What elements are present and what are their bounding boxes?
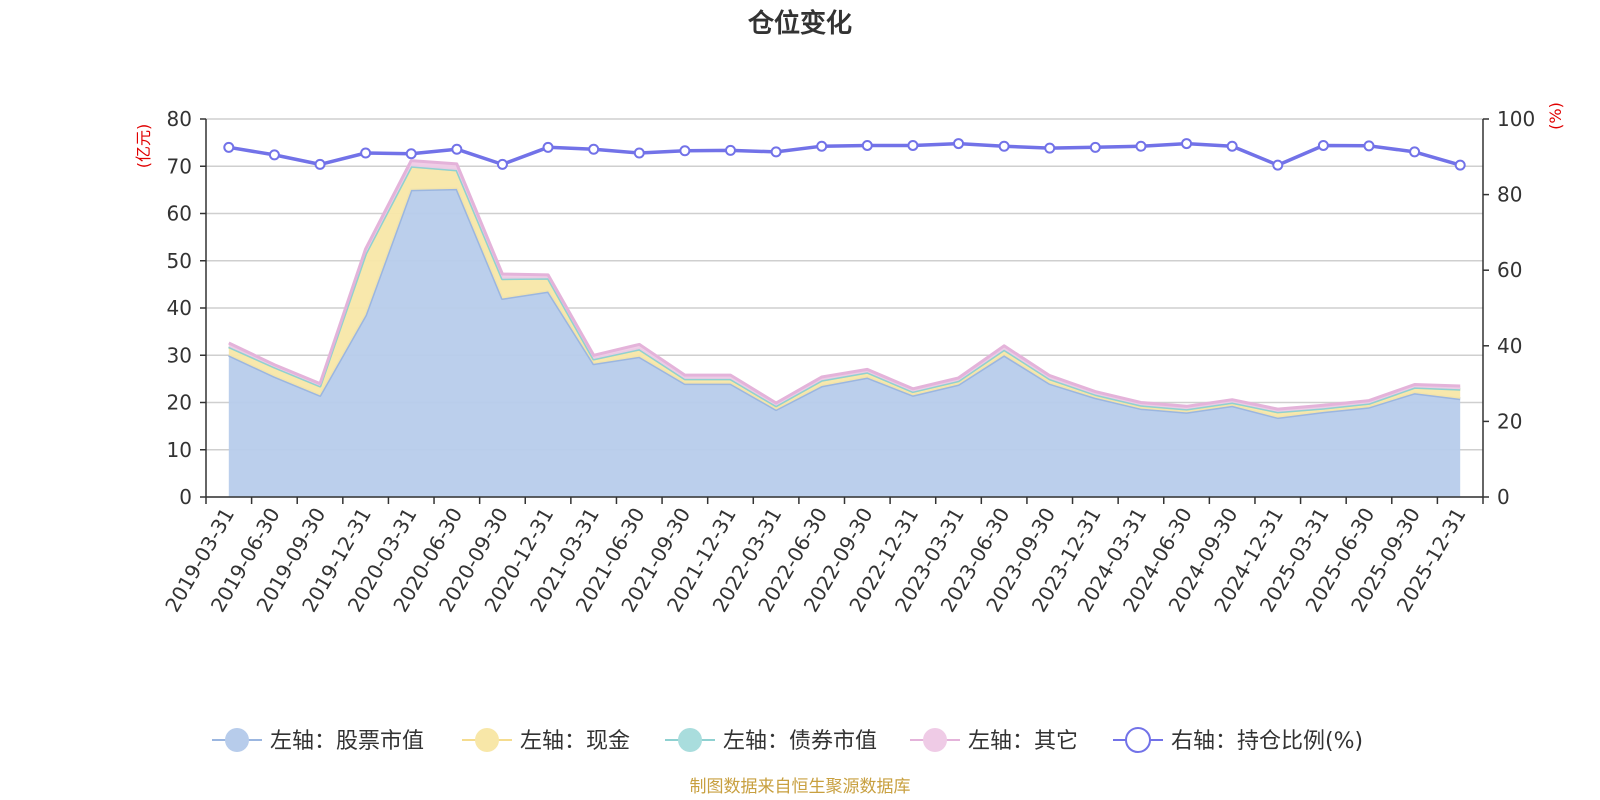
legend-item: 左轴：债券市值 — [665, 728, 877, 754]
ratio-point — [542, 141, 554, 153]
right-tick-label: 20 — [1497, 409, 1522, 433]
right-tick-label: 0 — [1497, 485, 1510, 509]
ratio-point — [861, 139, 873, 151]
ratio-point — [1409, 146, 1421, 158]
ratio-point — [405, 148, 417, 160]
ratio-point — [633, 147, 645, 159]
ratio-point — [1135, 140, 1147, 152]
ratio-point — [360, 147, 372, 159]
left-axis-unit: (亿元) — [134, 124, 153, 169]
left-tick-label: 30 — [167, 343, 192, 367]
ratio-point — [1363, 140, 1375, 152]
ratio-point — [496, 158, 508, 170]
legend-swatch-marker — [225, 728, 249, 752]
right-tick-label: 60 — [1497, 258, 1522, 282]
legend-label: 左轴：现金 — [520, 729, 630, 754]
left-tick-label: 70 — [167, 154, 192, 178]
legend-swatch-marker — [923, 728, 947, 752]
ratio-point — [679, 145, 691, 157]
ratio-point — [1317, 139, 1329, 151]
chart-title: 仓位变化 — [747, 8, 852, 39]
legend-swatch-marker — [678, 728, 702, 752]
right-axis-ticks: 0 20 40 60 80 100 — [1483, 107, 1535, 509]
ratio-point — [907, 139, 919, 151]
ratio-point — [588, 143, 600, 155]
ratio-point — [724, 144, 736, 156]
ratio-point — [1044, 142, 1056, 154]
legend-item: 右轴：持仓比例(%) — [1113, 727, 1363, 754]
legend-label: 左轴：股票市值 — [270, 729, 424, 754]
left-tick-label: 80 — [167, 107, 192, 131]
legend-item: 左轴：股票市值 — [212, 728, 424, 754]
data-source-note: 制图数据来自恒生聚源数据库 — [690, 777, 911, 797]
right-tick-label: 100 — [1497, 107, 1535, 131]
left-tick-label: 0 — [179, 485, 192, 509]
left-tick-label: 10 — [167, 438, 192, 462]
left-tick-label: 60 — [167, 202, 192, 226]
left-tick-label: 40 — [167, 296, 192, 320]
legend-swatch-marker — [1125, 727, 1151, 753]
legend: 左轴：股票市值 左轴：现金 左轴：债券市值 左轴：其它 右轴：持仓比例(%) — [212, 727, 1363, 754]
legend-label: 左轴：其它 — [968, 729, 1078, 754]
ratio-point — [268, 149, 280, 161]
legend-label: 右轴：持仓比例(%) — [1171, 729, 1363, 754]
right-tick-label: 80 — [1497, 183, 1522, 207]
ratio-point — [451, 143, 463, 155]
area-edge — [228, 159, 1461, 411]
holding-ratio-line — [223, 138, 1466, 171]
ratio-point — [223, 141, 235, 153]
legend-label: 左轴：债券市值 — [723, 729, 877, 754]
legend-item: 左轴：其它 — [910, 728, 1078, 754]
ratio-point — [953, 138, 965, 150]
left-axis-ticks: 0 10 20 30 40 50 60 70 80 — [167, 107, 206, 509]
legend-swatch-marker — [475, 728, 499, 752]
legend-item: 左轴：现金 — [462, 728, 630, 754]
right-tick-label: 40 — [1497, 334, 1522, 358]
right-axis-unit: (%) — [1546, 102, 1565, 130]
ratio-point — [770, 146, 782, 158]
ratio-point — [998, 140, 1010, 152]
ratio-point — [1454, 159, 1466, 171]
ratio-point — [816, 140, 828, 152]
ratio-point — [314, 158, 326, 170]
ratio-line-path — [228, 141, 1461, 167]
ratio-point — [1272, 159, 1284, 171]
ratio-point — [1089, 141, 1101, 153]
area-9bb6e0 — [228, 188, 1461, 497]
left-tick-label: 20 — [167, 391, 192, 415]
ratio-point — [1181, 138, 1193, 150]
x-axis-ticks: 2019-03-312019-06-302019-09-302019-12-31… — [160, 497, 1484, 616]
stacked-areas — [228, 159, 1461, 497]
left-tick-label: 50 — [167, 249, 192, 273]
ratio-point — [1226, 140, 1238, 152]
